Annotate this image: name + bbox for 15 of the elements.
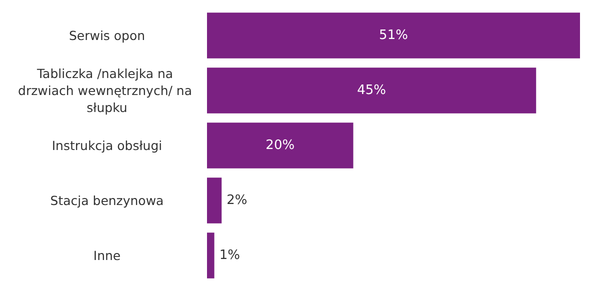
y-tick-label: Serwis opon <box>68 28 146 43</box>
y-tick-label: Tabliczka /naklejka na drzwiach wewnętrznych/ na słupku <box>18 66 196 115</box>
bar <box>207 122 354 168</box>
bar <box>207 232 214 278</box>
y-tick-label: Instrukcja obsługi <box>52 138 162 153</box>
y-tick-label: Inne <box>93 248 121 263</box>
bar <box>207 68 536 114</box>
data-label: 45% <box>357 83 386 98</box>
data-label: 1% <box>219 248 240 263</box>
bar <box>207 178 222 224</box>
bar <box>207 12 580 58</box>
y-tick-label: Stacja benzynowa <box>50 193 164 208</box>
data-label: 20% <box>266 138 295 153</box>
data-label: 2% <box>226 193 248 208</box>
data-label: 51% <box>379 28 408 43</box>
